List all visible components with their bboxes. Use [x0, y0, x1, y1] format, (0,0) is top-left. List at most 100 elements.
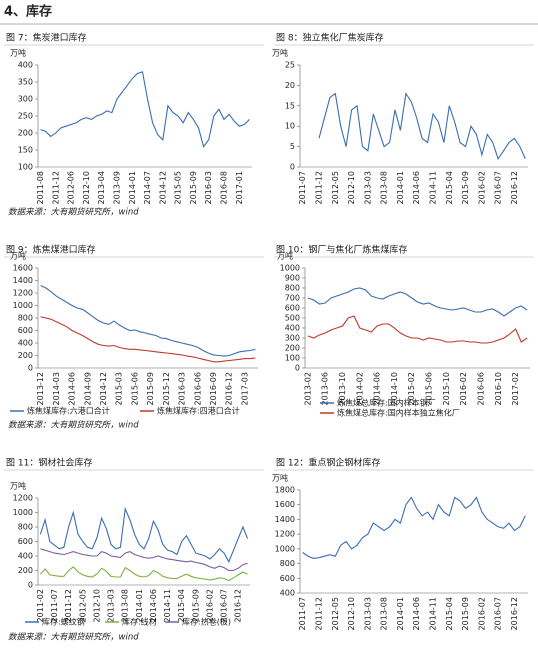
x-tick-label: 2015-03 [115, 372, 124, 405]
y-tick-label: 100 [285, 354, 300, 363]
legend-label: 库存:热卷(板) [182, 617, 231, 627]
x-tick-label: 2016-06 [193, 372, 202, 405]
y-tick-label: 600 [18, 326, 33, 335]
x-tick-label: 2012-05 [78, 589, 87, 622]
x-tick-label: 2016-08 [219, 171, 228, 204]
x-tick-label: 2011-07 [298, 597, 307, 630]
x-tick-label: 2017-02 [511, 372, 520, 405]
chart-title: 图 11：钢材社会库存 [6, 457, 92, 469]
x-tick-label: 2016-12 [510, 171, 519, 204]
x-tick-label: 2015-10 [442, 372, 451, 405]
data-line [302, 496, 526, 559]
legend-label: 库存:螺纹钢 [42, 617, 85, 627]
x-tick-label: 2014-11 [429, 171, 438, 204]
source-note: 数据来源：大有期货研究所，wind [8, 632, 139, 643]
y-tick-label: 1200 [13, 289, 33, 298]
y-axis-label: 万吨 [277, 251, 293, 261]
x-tick-label: 2013-04 [97, 171, 106, 204]
x-tick-label: 2011-12 [315, 597, 324, 630]
y-tick-label: 250 [18, 112, 33, 121]
legend-label: 炼焦煤总库存:国内样本钢厂 [337, 398, 436, 408]
x-tick-label: 2015-09 [191, 589, 200, 622]
x-tick-label: 2016-09 [209, 372, 218, 405]
y-tick-label: 0 [295, 364, 300, 373]
y-tick-label: 700 [285, 294, 300, 303]
y-axis-label: 万吨 [272, 48, 288, 58]
y-tick-label: 350 [18, 78, 33, 87]
y-tick-label: 200 [18, 129, 33, 138]
x-tick-label: 2016-02 [459, 372, 468, 405]
y-axis-label: 万吨 [272, 473, 288, 483]
data-line [318, 92, 526, 161]
chart-title: 图 8：独立焦化厂焦炭库存 [276, 32, 384, 44]
x-tick-label: 2013-03 [363, 171, 372, 204]
y-tick-label: 100 [18, 163, 33, 172]
x-tick-label: 2014-01 [135, 589, 144, 622]
x-tick-label: 2016-12 [510, 597, 519, 630]
x-tick-label: 2013-06 [321, 372, 330, 405]
x-tick-label: 2014-01 [128, 171, 137, 204]
x-tick-label: 2016-07 [494, 597, 503, 630]
y-tick-label: 1000 [275, 544, 295, 553]
x-tick-label: 2014-03 [52, 372, 61, 405]
data-line [40, 285, 256, 357]
x-tick-label: 2014-11 [429, 597, 438, 630]
data-line [307, 287, 528, 317]
x-tick-label: 2016-07 [494, 171, 503, 204]
chart-title: 图 10：钢厂与焦化厂炼焦煤库存 [276, 244, 407, 256]
x-tick-label: 2015-02 [407, 372, 416, 405]
x-tick-label: 2014-12 [158, 171, 167, 204]
x-tick-label: 2011-12 [315, 171, 324, 204]
x-tick-label: 2013-08 [380, 597, 389, 630]
chart-title: 图 9：炼焦煤港口库存 [6, 244, 96, 256]
x-tick-label: 2016-07 [220, 589, 229, 622]
x-tick-label: 2012-05 [331, 597, 340, 630]
x-tick-label: 2013-10 [338, 372, 347, 405]
x-tick-label: 2013-12 [36, 372, 45, 405]
y-axis-label: 万吨 [10, 251, 26, 261]
x-tick-label: 2012-10 [347, 597, 356, 630]
x-tick-label: 2012-10 [92, 589, 101, 622]
x-tick-label: 2014-02 [355, 372, 364, 405]
x-tick-label: 2015-06 [425, 372, 434, 405]
y-tick-label: 600 [280, 574, 295, 583]
x-tick-label: 2015-06 [130, 372, 139, 405]
x-tick-label: 2014-10 [390, 372, 399, 405]
legend-label: 炼焦煤库存:四港口合计 [157, 406, 240, 416]
x-tick-label: 2015-09 [461, 597, 470, 630]
heading: 4、库存 [4, 4, 52, 20]
y-tick-label: 1200 [275, 530, 295, 539]
x-tick-label: 2014-11 [163, 589, 172, 622]
x-tick-label: 2011-07 [298, 171, 307, 204]
y-tick-label: 900 [285, 274, 300, 283]
source-note: 数据来源：大有期货研究所，wind [8, 207, 139, 218]
x-tick-label: 2016-02 [477, 171, 486, 204]
x-tick-label: 2014-09 [83, 372, 92, 405]
y-tick-label: 1200 [13, 494, 33, 503]
x-tick-label: 2015-09 [461, 171, 470, 204]
x-tick-label: 2014-06 [68, 372, 77, 405]
x-tick-label: 2012-05 [331, 171, 340, 204]
y-axis-label: 万吨 [10, 48, 26, 58]
x-tick-label: 2012-10 [347, 171, 356, 204]
x-tick-label: 2014-01 [396, 597, 405, 630]
y-tick-label: 800 [18, 523, 33, 532]
y-tick-label: 300 [285, 334, 300, 343]
x-tick-label: 2016-03 [204, 171, 213, 204]
y-tick-label: 400 [18, 339, 33, 348]
x-tick-label: 2015-09 [189, 171, 198, 204]
x-tick-label: 2011-08 [36, 171, 45, 204]
x-tick-label: 2012-06 [67, 171, 76, 204]
data-line [39, 566, 248, 582]
x-tick-label: 2013-08 [121, 589, 130, 622]
x-tick-label: 2013-03 [363, 597, 372, 630]
x-tick-label: 2017-03 [240, 372, 249, 405]
source-note: 数据来源：大有期货研究所，wind [8, 420, 139, 431]
y-tick-label: 400 [18, 552, 33, 561]
x-tick-label: 2017-01 [235, 171, 244, 204]
x-tick-label: 2014-01 [396, 171, 405, 204]
x-tick-label: 2016-06 [476, 372, 485, 405]
x-tick-label: 2014-06 [373, 372, 382, 405]
